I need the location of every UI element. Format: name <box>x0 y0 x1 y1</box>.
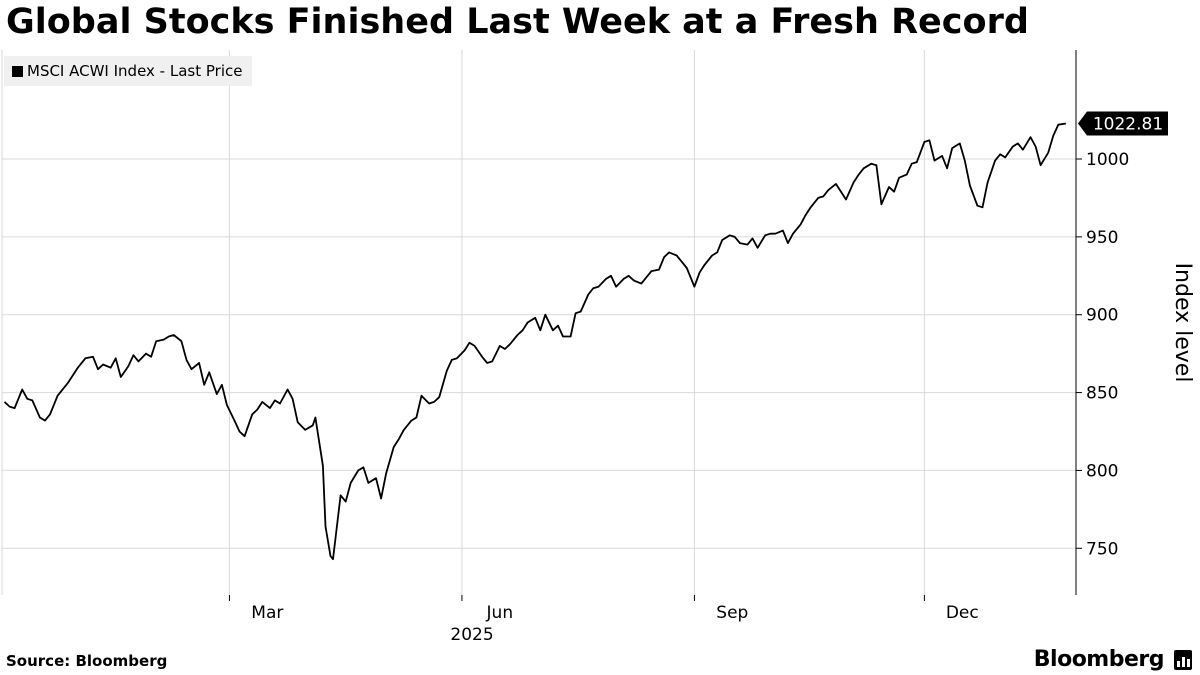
y-tick-label: 900 <box>1086 306 1118 326</box>
y-tick-label: 800 <box>1086 461 1118 481</box>
y-tick-label: 750 <box>1086 539 1118 559</box>
x-axis-year-label: 2025 <box>450 625 493 645</box>
last-value-label: 1022.81 <box>1093 114 1163 134</box>
x-tick-label: Dec <box>946 603 979 623</box>
y-axis-label: Index level <box>1170 263 1195 383</box>
legend-label: MSCI ACWI Index - Last Price <box>27 62 243 80</box>
x-tick-label: Sep <box>716 603 748 623</box>
y-tick-label: 850 <box>1086 384 1118 404</box>
x-tick-label: Jun <box>486 603 514 623</box>
y-tick-label: 1000 <box>1086 150 1129 170</box>
y-tick-label: 950 <box>1086 228 1118 248</box>
series-line <box>3 122 1067 561</box>
legend-swatch-icon <box>12 65 23 77</box>
legend: MSCI ACWI Index - Last Price <box>4 56 253 86</box>
x-tick-label: Mar <box>251 603 283 623</box>
chart-title: Global Stocks Finished Last Week at a Fr… <box>6 2 1029 42</box>
bloomberg-terminal-icon <box>1174 650 1192 670</box>
source-note: Source: Bloomberg <box>6 652 168 670</box>
last-value-badge <box>1078 111 1168 136</box>
brand-logo-text: Bloomberg <box>1033 647 1165 672</box>
